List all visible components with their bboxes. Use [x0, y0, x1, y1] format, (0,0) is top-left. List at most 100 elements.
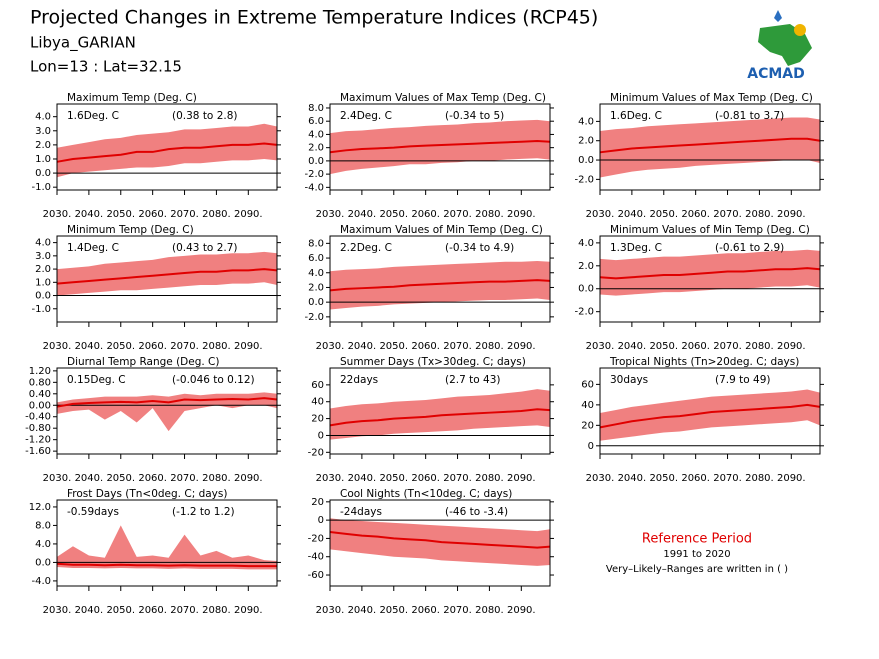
x-tick-label: 2030.: [586, 209, 615, 220]
y-tick-label: 4.0: [35, 238, 51, 249]
x-tick-label: 2090.: [234, 473, 263, 484]
panel: 12.0 8.0 4.0 0.0 -4.0 2030. 2040. 2050. 2060. 207…: [29, 488, 281, 616]
reference-note: Very–Likely–Ranges are written in ( ): [606, 564, 788, 575]
panel-title: Tropical Nights (Tn>20deg. C; days): [609, 356, 799, 368]
y-tick-label: 8.0: [308, 238, 324, 249]
mean-line: [599, 137, 821, 154]
range-band: [600, 117, 820, 178]
x-tick-label: 2040.: [75, 473, 104, 484]
panel-title: Frost Days (Tn<0deg. C; days): [67, 488, 227, 500]
x-tick-label: 2080.: [475, 209, 504, 220]
x-tick-label: 2040.: [618, 473, 647, 484]
range-label: (2.7 to 43): [445, 374, 500, 386]
y-tick-label: 0: [318, 430, 324, 441]
plot-frame: [329, 499, 551, 587]
x-tick-label: 2070.: [443, 473, 472, 484]
x-tick-label: 2050.: [106, 209, 135, 220]
x-tick-label: 2080.: [202, 605, 231, 616]
mean-line: [56, 562, 277, 568]
x-tick-label: 2090.: [234, 605, 263, 616]
y-tick-label: 12.0: [29, 502, 51, 513]
x-tick-label: 2080.: [202, 209, 231, 220]
page-title: Projected Changes in Extreme Temperature…: [30, 7, 598, 29]
x-tick-label: 2090.: [777, 341, 806, 352]
plot-frame: [329, 367, 551, 455]
y-tick-label: 1.20: [29, 366, 51, 377]
x-tick-label: 2030.: [586, 341, 615, 352]
logo: ACMAD: [747, 10, 812, 82]
x-tick-label: 2070.: [713, 209, 742, 220]
y-tick-label: 20: [581, 420, 594, 431]
y-tick-label: 0.0: [35, 557, 51, 568]
y-tick-label: -20: [308, 533, 324, 544]
x-tick-label: 2060.: [138, 605, 167, 616]
y-tick-label: 4.0: [578, 238, 594, 249]
y-tick-label: -1.20: [25, 435, 51, 446]
y-tick-label: 0.0: [578, 284, 594, 295]
x-tick-label: 2030.: [316, 473, 345, 484]
x-tick-label: 2070.: [170, 341, 199, 352]
x-tick-label: 2070.: [443, 341, 472, 352]
x-tick-label: 2080.: [475, 605, 504, 616]
y-tick-label: 4.0: [308, 268, 324, 279]
x-tick-label: 2090.: [234, 341, 263, 352]
x-tick-label: 2080.: [202, 341, 231, 352]
x-tick-label: 2030.: [316, 341, 345, 352]
panel-title: Summer Days (Tx>30deg. C; days): [340, 356, 526, 368]
logo-text: ACMAD: [747, 66, 805, 82]
range-band: [330, 260, 550, 310]
y-tick-label: -4.0: [31, 576, 51, 587]
y-tick-label: 0.0: [308, 297, 324, 308]
x-tick-label: 2040.: [75, 209, 104, 220]
panel-title: Diurnal Temp Range (Deg. C): [67, 356, 219, 368]
logo-drop: [774, 10, 782, 22]
x-tick-label: 2030.: [43, 341, 72, 352]
logo-sun: [794, 24, 806, 36]
range-label: (-0.61 to 2.9): [715, 242, 784, 254]
y-tick-label: -1.0: [31, 182, 51, 193]
x-tick-label: 2080.: [745, 341, 774, 352]
mean-label: -24days: [340, 506, 382, 518]
range-label: (-0.046 to 0.12): [172, 374, 255, 386]
y-tick-label: -4.0: [304, 182, 324, 193]
x-tick-label: 2030.: [316, 605, 345, 616]
reference-title: Reference Period: [642, 532, 752, 547]
x-tick-label: 2070.: [443, 209, 472, 220]
y-tick-label: 4.0: [308, 129, 324, 140]
x-tick-label: 2040.: [75, 341, 104, 352]
x-tick-label: 2040.: [618, 209, 647, 220]
y-tick-label: 4.0: [578, 116, 594, 127]
y-tick-label: 20: [311, 414, 324, 425]
y-tick-label: 2.0: [35, 140, 51, 151]
mean-line: [599, 267, 821, 280]
x-tick-label: 2040.: [348, 605, 377, 616]
y-tick-label: 60: [581, 379, 594, 390]
x-tick-label: 2050.: [379, 473, 408, 484]
y-tick-label: 8.0: [35, 520, 51, 531]
mean-line: [329, 408, 551, 427]
y-tick-label: -60: [308, 570, 324, 581]
x-tick-label: 2050.: [649, 473, 678, 484]
y-tick-label: 0.0: [578, 155, 594, 166]
mean-line: [56, 142, 278, 163]
mean-line: [599, 403, 821, 429]
x-tick-label: 2090.: [777, 209, 806, 220]
y-tick-label: 3.0: [35, 251, 51, 262]
mean-line: [329, 531, 551, 549]
mean-label: 1.6Deg. C: [610, 110, 662, 122]
x-tick-label: 2030.: [43, 209, 72, 220]
mean-label: 30days: [610, 374, 648, 386]
range-label: (-0.34 to 4.9): [445, 242, 514, 254]
y-tick-label: 0.0: [308, 156, 324, 167]
y-tick-label: 0: [588, 441, 594, 452]
plot-frame: [56, 367, 278, 455]
y-tick-label: 20: [311, 497, 324, 508]
x-tick-label: 2050.: [379, 605, 408, 616]
y-tick-label: -1.0: [31, 304, 51, 315]
panel-title: Minimum Values of Min Temp (Deg. C): [610, 224, 810, 236]
range-label: (-46 to -3.4): [445, 506, 508, 518]
plot-frame: [599, 103, 821, 191]
x-tick-label: 2070.: [443, 605, 472, 616]
